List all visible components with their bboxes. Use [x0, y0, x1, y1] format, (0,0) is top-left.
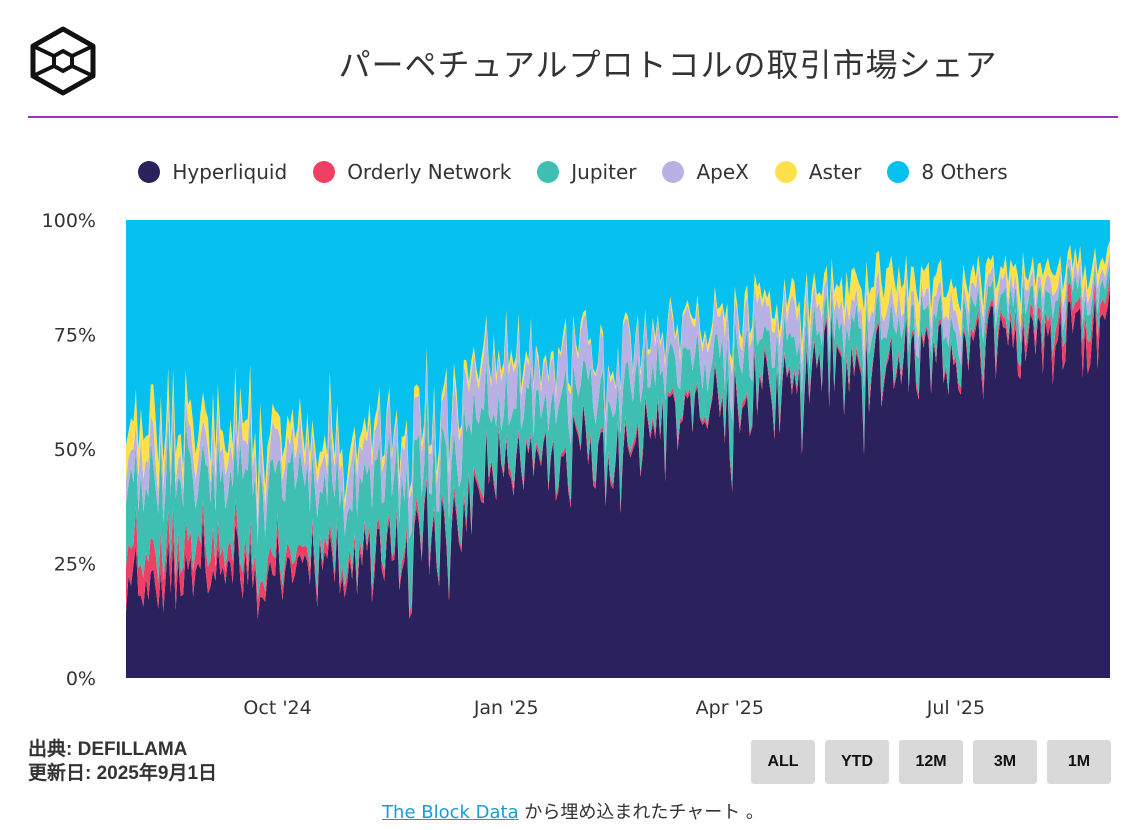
- area-series-8-others: [126, 220, 1110, 501]
- area-series-hyperliquid: [126, 288, 1110, 678]
- theblock-data-link[interactable]: The Block Data: [382, 802, 519, 823]
- chart-title: パーペチュアルプロトコルの取引市場シェア: [338, 46, 998, 84]
- range-button-all[interactable]: ALL: [751, 740, 815, 784]
- legend-label-aster: Aster: [808, 160, 862, 184]
- legend-label-jupiter: Jupiter: [571, 160, 637, 184]
- legend-item-hyperliquid[interactable]: Hyperliquid: [138, 160, 287, 184]
- title-divider: [28, 116, 1118, 118]
- legend-label-apex: ApeX: [696, 160, 749, 184]
- updated-date: 更新日: 2025年9月1日: [28, 763, 218, 784]
- legend-label-others: 8 Others: [921, 160, 1008, 184]
- x-tick-label: Jul '25: [926, 697, 985, 719]
- legend-dot-others: [887, 161, 910, 183]
- legend-dot-hyperliquid: [138, 161, 161, 183]
- range-button-ytd[interactable]: YTD: [825, 740, 889, 784]
- legend-item-orderly[interactable]: Orderly Network: [313, 160, 511, 184]
- embed-note: The Block Data から埋め込まれたチャート 。: [0, 798, 1146, 824]
- y-tick-label: 75%: [54, 325, 96, 347]
- y-tick-label: 25%: [54, 554, 96, 576]
- chart-legend: Hyperliquid Orderly Network Jupiter ApeX…: [0, 160, 1146, 184]
- area-series-apex: [126, 253, 1110, 545]
- legend-dot-orderly: [313, 161, 336, 183]
- theblock-logo-icon: [30, 26, 96, 96]
- range-button-12m[interactable]: 12M: [899, 740, 963, 784]
- embed-note-text: から埋め込まれたチャート 。: [518, 802, 764, 823]
- area-series-aster: [126, 240, 1110, 526]
- legend-item-jupiter[interactable]: Jupiter: [537, 160, 636, 184]
- y-tick-label: 50%: [54, 439, 96, 461]
- range-selector: ALL YTD 12M 3M 1M: [751, 740, 1111, 784]
- stacked-area-chart: 0% 25% 50% 75% 100% Oct '24 Jan '25 Apr '25 Jul …: [42, 210, 1110, 719]
- legend-item-aster[interactable]: Aster: [774, 160, 862, 184]
- x-tick-label: Apr '25: [696, 697, 764, 719]
- legend-item-apex[interactable]: ApeX: [662, 160, 749, 184]
- source-label: 出典: DEFILLAMA: [28, 739, 188, 760]
- range-button-3m[interactable]: 3M: [973, 740, 1037, 784]
- legend-dot-apex: [662, 161, 685, 183]
- range-button-1m[interactable]: 1M: [1047, 740, 1111, 784]
- legend-item-others[interactable]: 8 Others: [887, 160, 1008, 184]
- y-tick-label: 0%: [66, 668, 96, 690]
- legend-dot-jupiter: [537, 161, 560, 183]
- x-tick-label: Jan '25: [473, 697, 539, 719]
- x-tick-label: Oct '24: [243, 697, 311, 719]
- y-tick-label: 100%: [42, 210, 96, 232]
- source-info: 出典: DEFILLAMA 更新日: 2025年9月1日: [28, 738, 217, 786]
- legend-dot-aster: [774, 161, 797, 183]
- legend-label-orderly: Orderly Network: [347, 160, 512, 184]
- legend-label-hyperliquid: Hyperliquid: [172, 160, 288, 184]
- area-series-jupiter: [126, 264, 1110, 613]
